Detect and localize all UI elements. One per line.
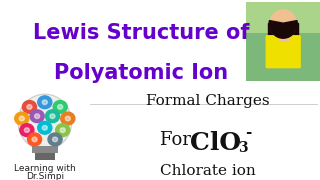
Circle shape: [60, 128, 65, 132]
Wedge shape: [269, 21, 297, 38]
Circle shape: [61, 112, 75, 125]
Bar: [279, 30, 288, 40]
Text: Formal Charges: Formal Charges: [146, 94, 270, 108]
Text: Dr.Simpi: Dr.Simpi: [26, 172, 64, 180]
Circle shape: [48, 133, 62, 146]
Circle shape: [35, 114, 40, 118]
Circle shape: [50, 114, 55, 118]
Circle shape: [27, 105, 32, 109]
Bar: [292, 23, 298, 53]
Text: For: For: [160, 131, 196, 149]
Bar: [35, 153, 55, 160]
Circle shape: [22, 101, 36, 113]
Circle shape: [38, 122, 52, 134]
Circle shape: [56, 124, 70, 136]
Text: Polyatomic Ion: Polyatomic Ion: [54, 63, 228, 83]
Bar: [268, 23, 274, 53]
Circle shape: [42, 100, 47, 105]
Text: Lewis Structure of: Lewis Structure of: [33, 23, 249, 43]
Circle shape: [20, 124, 34, 136]
Circle shape: [15, 112, 29, 125]
Circle shape: [270, 10, 296, 38]
Circle shape: [19, 116, 24, 121]
Bar: [246, 2, 320, 33]
Text: -: -: [245, 126, 251, 140]
Circle shape: [45, 110, 60, 123]
Circle shape: [38, 96, 52, 109]
Text: Learning with: Learning with: [14, 164, 76, 173]
Circle shape: [30, 110, 44, 123]
Text: ClO: ClO: [190, 131, 242, 155]
Circle shape: [53, 101, 67, 113]
Circle shape: [65, 116, 70, 121]
Circle shape: [32, 137, 37, 142]
FancyBboxPatch shape: [266, 35, 301, 68]
Circle shape: [52, 137, 58, 142]
Ellipse shape: [18, 94, 72, 150]
Text: 3: 3: [238, 141, 248, 155]
Bar: [32, 146, 58, 153]
Circle shape: [42, 125, 47, 130]
Text: Chlorate ion: Chlorate ion: [160, 164, 256, 178]
Circle shape: [24, 128, 29, 132]
Circle shape: [58, 105, 63, 109]
Circle shape: [28, 133, 42, 146]
